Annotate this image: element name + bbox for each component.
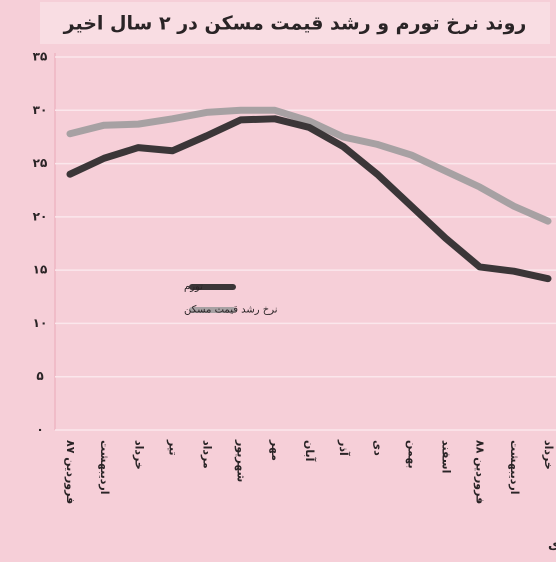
x-tick-label: خرداد	[542, 440, 555, 470]
y-tick-label: ۲۵	[33, 156, 48, 170]
x-tick-label: آبان	[303, 440, 317, 462]
legend-label: نرخ رشد قیمت مسکن	[184, 305, 278, 316]
y-tick-label: ۱۵	[33, 263, 48, 277]
chart-title: روند نرخ تورم و رشد قیمت مسکن در ۲ سال ا…	[63, 13, 527, 35]
y-tick-label: ۳۵	[33, 50, 48, 64]
chart: روند نرخ تورم و رشد قیمت مسکن در ۲ سال ا…	[0, 0, 556, 562]
x-tick-label: مرداد	[201, 440, 214, 469]
x-tick-label: آذر	[337, 439, 351, 456]
x-tick-label: دی	[371, 440, 384, 456]
x-tick-label: شهریور	[235, 439, 248, 482]
x-tick-label: خرداد	[132, 440, 145, 470]
y-tick-label: ۲۰	[33, 209, 48, 223]
x-tick-label: فروردین ۸۷	[64, 440, 77, 504]
x-tick-label: مهر	[269, 439, 282, 461]
x-tick-label: تیر	[166, 439, 179, 455]
x-tick-label: بهمن	[405, 440, 418, 469]
y-tick-label: ۳۰	[33, 103, 48, 117]
x-tick-label: اردیبهشت	[508, 440, 521, 494]
page: روند نرخ تورم و رشد قیمت مسکن در ۲ سال ا…	[0, 0, 556, 562]
legend-label: تورم	[184, 282, 203, 293]
x-tick-label: اسفند	[440, 440, 453, 473]
background	[0, 0, 556, 562]
y-tick-label: ۵	[36, 369, 43, 383]
source: استخراج: ماهنامه «اقتصاد ایران» از آماره…	[548, 536, 556, 553]
y-tick-label: ۰	[36, 423, 43, 437]
x-tick-label: اردیبهشت	[98, 440, 111, 494]
y-tick-label: ۱۰	[33, 316, 48, 330]
x-tick-label: فروردین ۸۸	[474, 440, 487, 504]
